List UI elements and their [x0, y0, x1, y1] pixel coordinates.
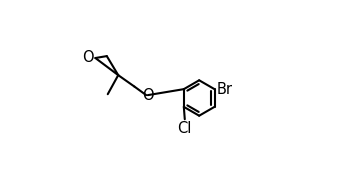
Text: Br: Br	[217, 82, 233, 97]
Text: O: O	[82, 50, 93, 64]
Text: O: O	[142, 88, 154, 103]
Text: Cl: Cl	[178, 121, 192, 136]
